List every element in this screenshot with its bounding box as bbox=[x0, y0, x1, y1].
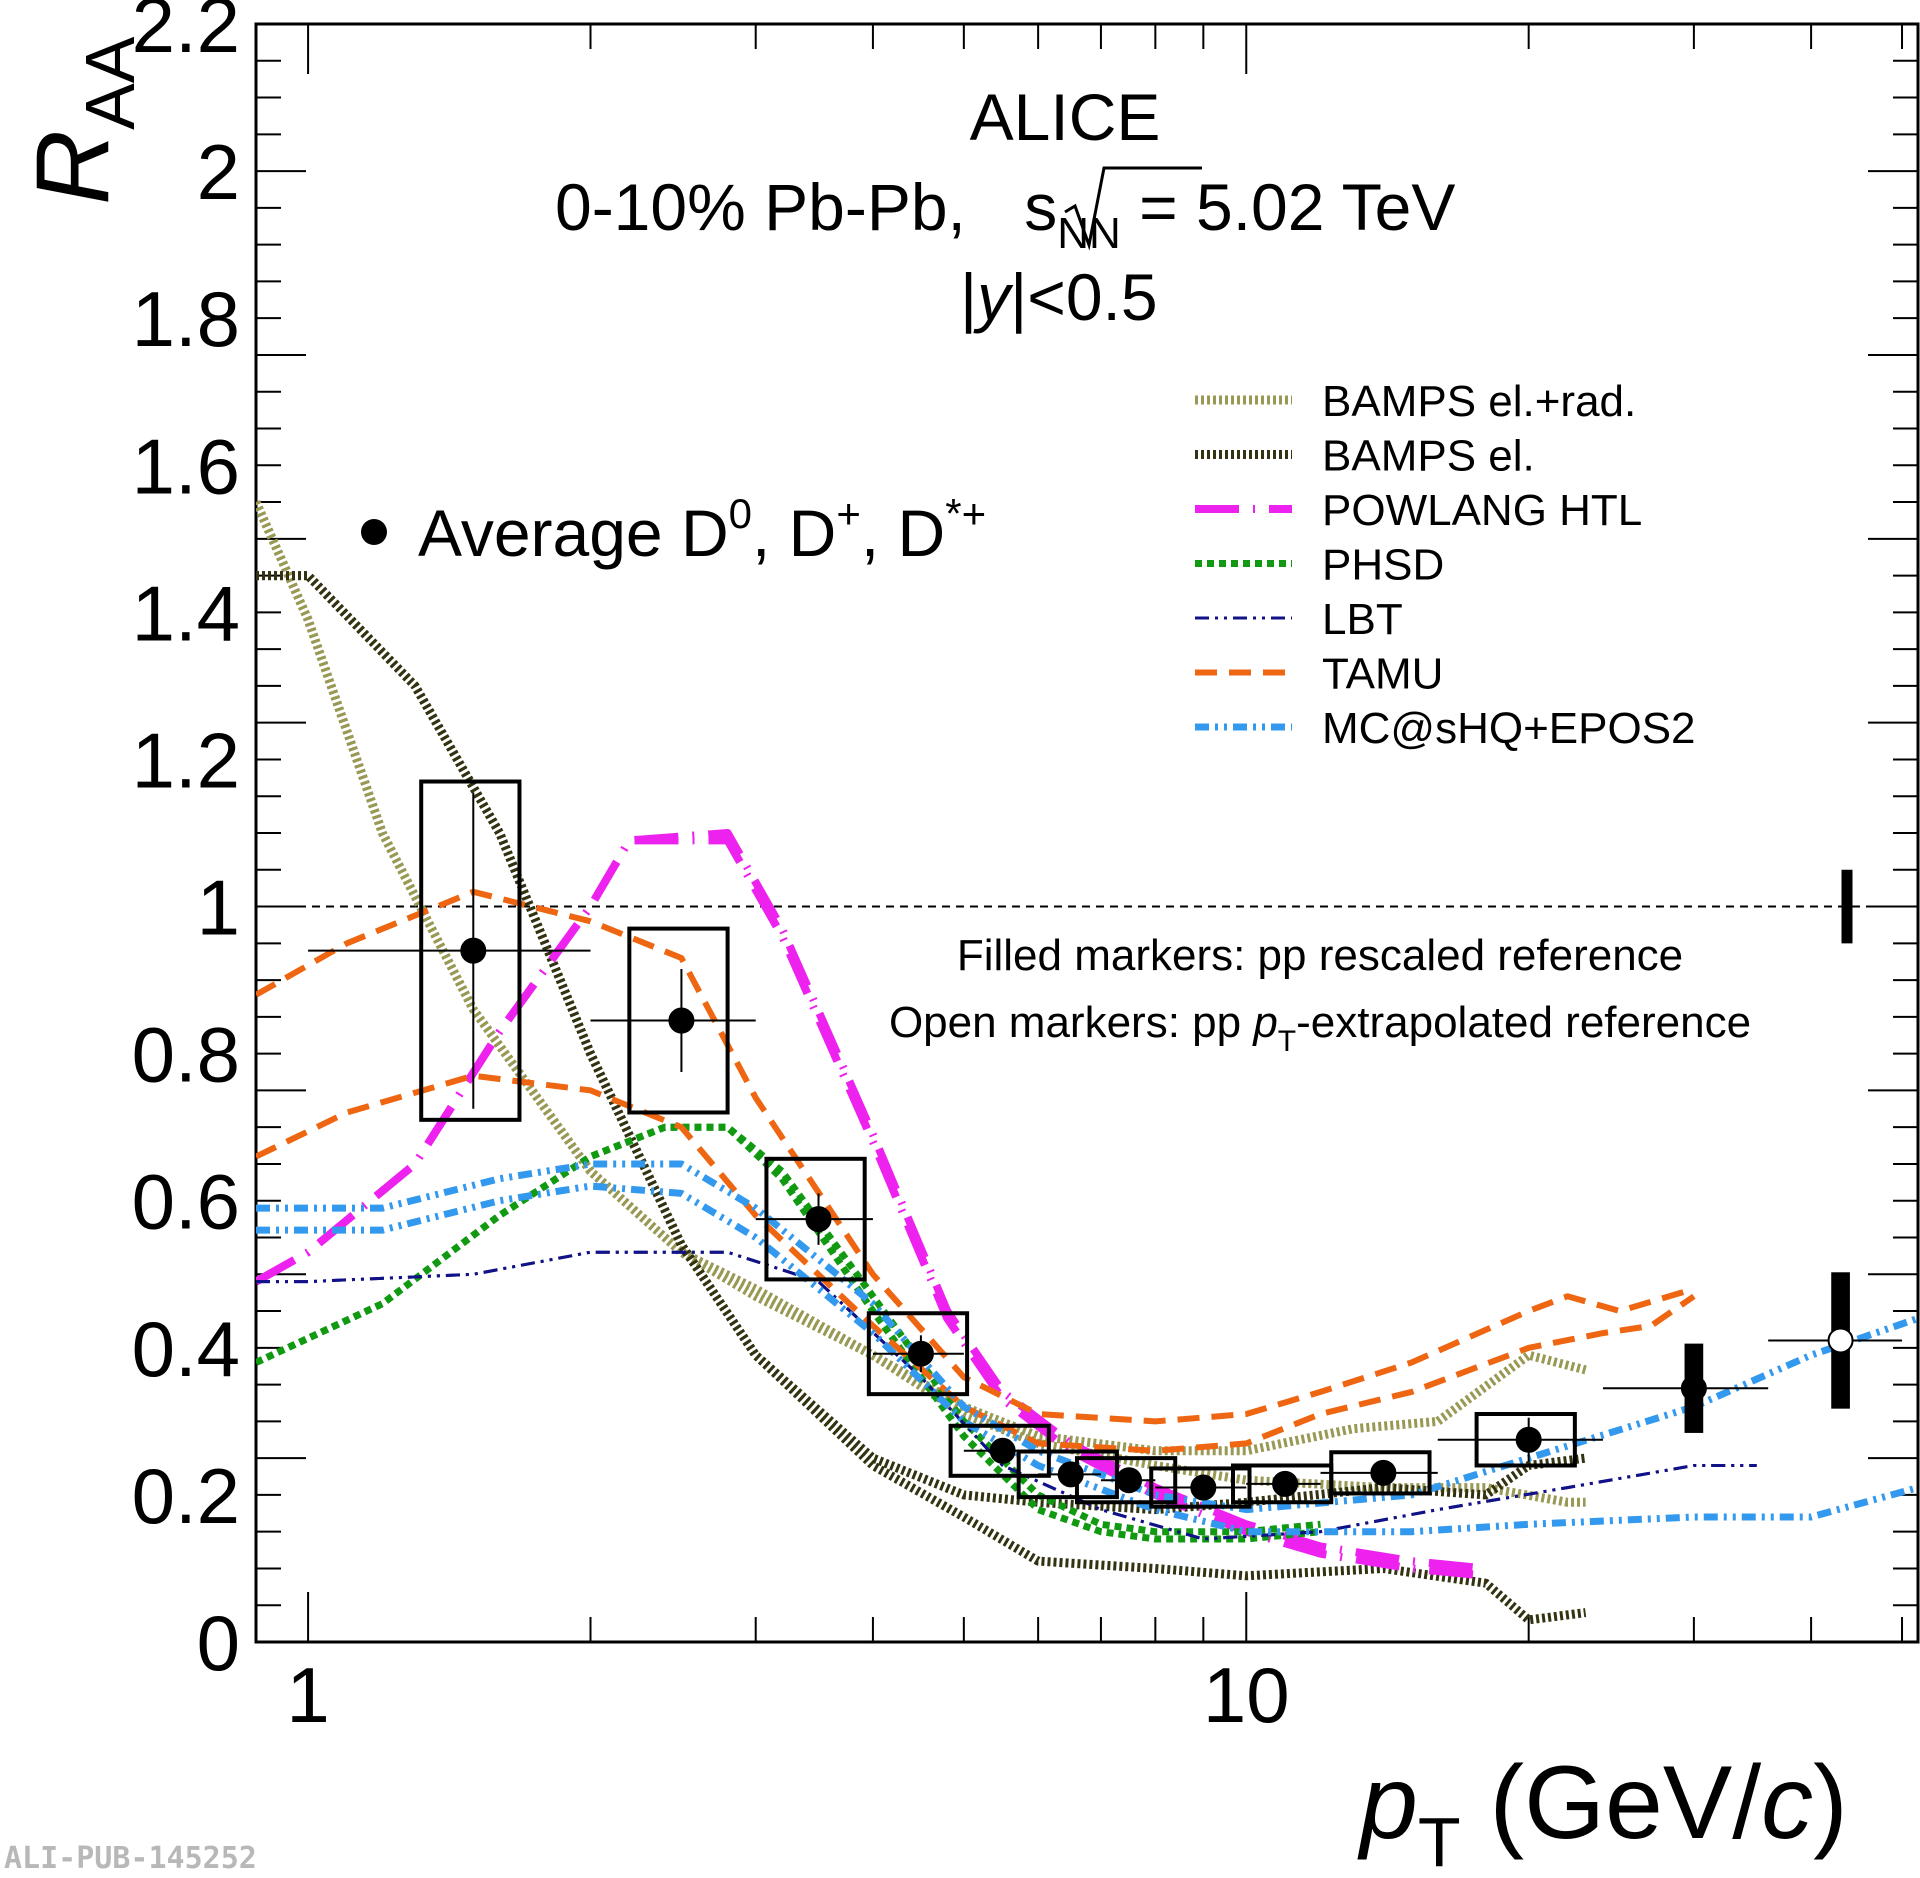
y-tick-label: 0.6 bbox=[132, 1158, 240, 1246]
y-tick-label: 0.4 bbox=[132, 1305, 240, 1393]
systematic-box bbox=[866, 1311, 970, 1397]
open-marker bbox=[1827, 1327, 1854, 1354]
filled-marker bbox=[1116, 1467, 1143, 1494]
y-tick-label: 2 bbox=[197, 128, 240, 216]
filled-marker bbox=[668, 1007, 695, 1034]
tick-labels: 0 0.2 0.4 0.6 0.8 1 1.2 1.4 1.6 1.8 2 2.2 1 10 bbox=[132, 0, 1290, 1739]
legend-label: TAMU bbox=[1322, 650, 1443, 699]
filled-markers-note: Filled markers: pp rescaled reference bbox=[957, 931, 1683, 980]
open-markers-note: Open markers: pp pT-extrapolated referen… bbox=[889, 998, 1751, 1058]
x-tick-label: 1 bbox=[286, 1651, 329, 1739]
publication-id: ALI-PUB-145252 bbox=[4, 1841, 257, 1876]
average-d-meson-legend-marker bbox=[361, 519, 387, 545]
model-curve-upper bbox=[256, 829, 1487, 1573]
legend-label: LBT bbox=[1322, 595, 1403, 644]
y-tick-label: 1.6 bbox=[132, 422, 240, 510]
y-tick-label: 1.8 bbox=[132, 275, 240, 363]
filled-marker bbox=[805, 1206, 832, 1233]
x-tick-label: 10 bbox=[1203, 1651, 1290, 1739]
model-curve-lower bbox=[256, 1182, 1918, 1536]
y-axis-title: RAA bbox=[15, 36, 149, 205]
legend-label: BAMPS el.+rad. bbox=[1322, 377, 1636, 426]
model-legend: BAMPS el.+rad. BAMPS el. POWLANG HTL PHSD LB… bbox=[1195, 377, 1696, 753]
legend-label: BAMPS el. bbox=[1322, 432, 1535, 481]
y-tick-label: 2.2 bbox=[132, 0, 240, 69]
y-tick-label: 1.2 bbox=[132, 716, 240, 804]
legend-label: PHSD bbox=[1322, 541, 1444, 590]
average-d-meson-legend-label: Average D0, D+, D*+ bbox=[418, 490, 986, 570]
model-curve-lower bbox=[256, 1072, 1696, 1454]
legend-label: POWLANG HTL bbox=[1322, 486, 1642, 535]
collision-system-label: 0-10% Pb-Pb, sNN = 5.02 TeV bbox=[555, 170, 1455, 258]
filled-marker bbox=[1057, 1461, 1084, 1488]
model-curve-upper bbox=[256, 1160, 1918, 1514]
data-points bbox=[308, 779, 1903, 1509]
filled-marker bbox=[460, 937, 487, 964]
experiment-label: ALICE bbox=[970, 80, 1161, 154]
filled-marker bbox=[1272, 1470, 1299, 1497]
model-curve-lower bbox=[256, 1123, 1321, 1543]
rapidity-label: |y|<0.5 bbox=[960, 260, 1158, 334]
legend-label: MC@sHQ+EPOS2 bbox=[1322, 704, 1696, 753]
filled-marker bbox=[1680, 1375, 1707, 1402]
systematic-box bbox=[1074, 1456, 1178, 1505]
filled-marker bbox=[1190, 1474, 1217, 1501]
y-tick-label: 0.2 bbox=[132, 1452, 240, 1540]
y-tick-label: 1.4 bbox=[132, 569, 240, 657]
systematic-box bbox=[1149, 1466, 1252, 1509]
model-curve-upper bbox=[256, 888, 1695, 1425]
filled-marker bbox=[1515, 1426, 1542, 1453]
model-curve-upper bbox=[256, 571, 1587, 1515]
systematic-box bbox=[1016, 1449, 1119, 1500]
x-axis-title: pT (GeV/c) bbox=[1357, 1745, 1848, 1878]
filled-marker bbox=[1370, 1459, 1397, 1486]
model-curve-upper bbox=[256, 1123, 1321, 1536]
filled-marker bbox=[907, 1340, 934, 1367]
y-tick-label: 1 bbox=[197, 864, 240, 952]
filled-marker bbox=[989, 1437, 1016, 1464]
model-curve-upper bbox=[256, 1250, 1757, 1541]
y-tick-label: 0 bbox=[197, 1599, 240, 1687]
sqrt-symbol-icon bbox=[1064, 166, 1202, 251]
y-tick-label: 0.8 bbox=[132, 1011, 240, 1099]
